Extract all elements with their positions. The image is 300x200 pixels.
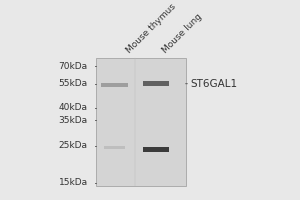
Text: 40kDa: 40kDa [58,103,88,112]
Text: 35kDa: 35kDa [58,116,88,125]
Text: Mouse lung: Mouse lung [160,12,203,55]
Text: ST6GAL1: ST6GAL1 [186,79,237,89]
Text: Mouse thymus: Mouse thymus [125,2,178,55]
Bar [97,58,186,186]
Text: 70kDa: 70kDa [58,62,88,71]
Text: 55kDa: 55kDa [58,79,88,88]
Bar [142,147,169,152]
Text: 15kDa: 15kDa [58,178,88,187]
Bar [104,146,125,149]
Bar [101,83,128,87]
Text: 25kDa: 25kDa [58,141,88,150]
Bar [142,81,169,86]
